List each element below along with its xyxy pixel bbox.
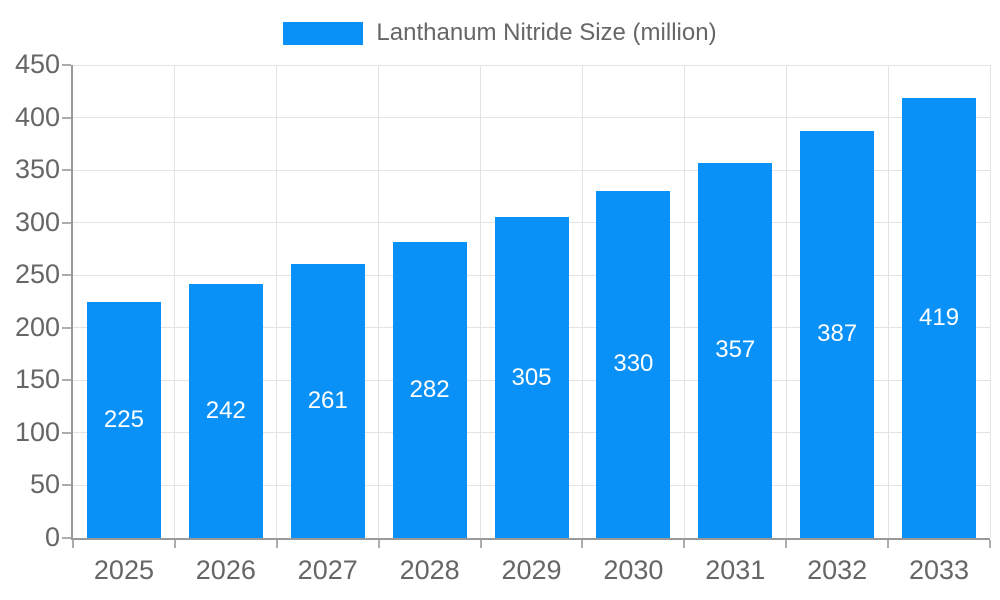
v-gridline xyxy=(174,65,176,538)
bar-value-label: 419 xyxy=(919,303,960,331)
y-axis-label: 200 xyxy=(14,311,60,342)
bar[interactable]: 305 xyxy=(494,217,569,538)
x-axis-label: 2027 xyxy=(297,555,358,585)
y-tick xyxy=(62,221,71,224)
v-gridline xyxy=(887,65,889,538)
legend-label: Lanthanum Nitride Size (million) xyxy=(376,19,717,46)
x-axis-label: 2032 xyxy=(807,555,868,585)
y-axis-label: 300 xyxy=(14,206,60,237)
v-gridline xyxy=(581,65,583,538)
h-gridline xyxy=(73,117,990,119)
y-axis-label: 250 xyxy=(14,259,60,290)
v-gridline xyxy=(276,65,278,538)
bar-value-label: 357 xyxy=(715,336,756,364)
v-gridline xyxy=(989,65,991,538)
bar[interactable]: 330 xyxy=(596,191,671,538)
v-gridline xyxy=(683,65,685,538)
x-axis-line xyxy=(71,538,990,540)
y-axis-label: 450 xyxy=(14,49,60,80)
y-axis-label: 100 xyxy=(14,417,60,448)
bar[interactable]: 225 xyxy=(86,301,161,538)
x-tick xyxy=(989,540,991,548)
x-tick xyxy=(887,540,890,548)
y-axis-label: 150 xyxy=(14,364,60,395)
x-tick xyxy=(479,540,482,548)
v-gridline xyxy=(785,65,787,538)
x-tick xyxy=(72,540,74,548)
x-tick xyxy=(785,540,788,548)
h-gridline xyxy=(73,169,990,171)
bar-value-label: 282 xyxy=(409,375,450,403)
v-gridline xyxy=(378,65,380,538)
bar-value-label: 387 xyxy=(817,320,858,348)
y-axis-label: 50 xyxy=(29,469,60,500)
x-tick xyxy=(683,540,686,548)
legend-swatch xyxy=(283,21,364,45)
y-tick xyxy=(62,431,71,434)
plot-area: 0 50 100 150 200 250 300 350 400 450 225 2025 242 202… xyxy=(15,49,991,585)
x-axis-label: 2028 xyxy=(399,555,460,585)
y-tick xyxy=(62,379,71,382)
v-gridline xyxy=(480,65,482,538)
y-tick xyxy=(62,326,71,329)
legend[interactable]: Lanthanum Nitride Size (million) xyxy=(0,19,1000,46)
x-axis-label: 2026 xyxy=(195,555,256,585)
y-axis-label: 400 xyxy=(14,101,60,132)
x-tick xyxy=(581,540,584,548)
y-tick xyxy=(62,169,71,172)
y-axis-label: 350 xyxy=(14,154,60,185)
h-gridline xyxy=(73,64,990,66)
x-axis-label: 2031 xyxy=(705,555,766,585)
y-tick xyxy=(62,484,71,487)
y-tick xyxy=(62,537,71,539)
x-axis-label: 2025 xyxy=(93,555,154,585)
bar-value-label: 305 xyxy=(511,363,552,391)
x-tick xyxy=(275,540,278,548)
bar-value-label: 225 xyxy=(103,405,144,433)
y-tick xyxy=(62,116,71,119)
bar-value-label: 330 xyxy=(613,350,654,378)
bar[interactable]: 387 xyxy=(800,131,875,538)
x-axis-label: 2029 xyxy=(501,555,562,585)
bar-value-label: 242 xyxy=(205,396,246,424)
bar-value-label: 261 xyxy=(307,386,348,414)
bar[interactable]: 419 xyxy=(902,97,977,538)
bar[interactable]: 357 xyxy=(698,162,773,538)
x-axis-label: 2030 xyxy=(603,555,664,585)
y-axis-label: 0 xyxy=(44,522,60,553)
y-tick xyxy=(62,64,71,66)
bar[interactable]: 282 xyxy=(392,241,467,538)
y-axis-line xyxy=(71,65,73,540)
x-tick xyxy=(173,540,176,548)
bar[interactable]: 242 xyxy=(188,283,263,538)
bar[interactable]: 261 xyxy=(290,263,365,538)
y-tick xyxy=(62,274,71,277)
x-tick xyxy=(377,540,380,548)
x-axis-label: 2033 xyxy=(909,555,970,585)
